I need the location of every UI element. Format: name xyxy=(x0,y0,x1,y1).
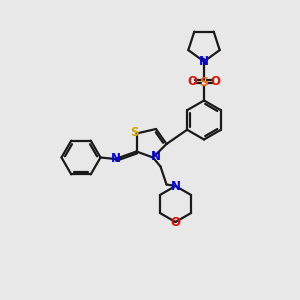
Text: O: O xyxy=(210,75,220,88)
Text: N: N xyxy=(199,55,209,68)
Text: S: S xyxy=(200,76,208,89)
Text: N: N xyxy=(150,149,161,163)
Text: N: N xyxy=(170,179,181,193)
Text: S: S xyxy=(130,125,138,139)
Text: O: O xyxy=(170,215,181,229)
Text: O: O xyxy=(188,75,198,88)
Text: N: N xyxy=(110,152,121,166)
